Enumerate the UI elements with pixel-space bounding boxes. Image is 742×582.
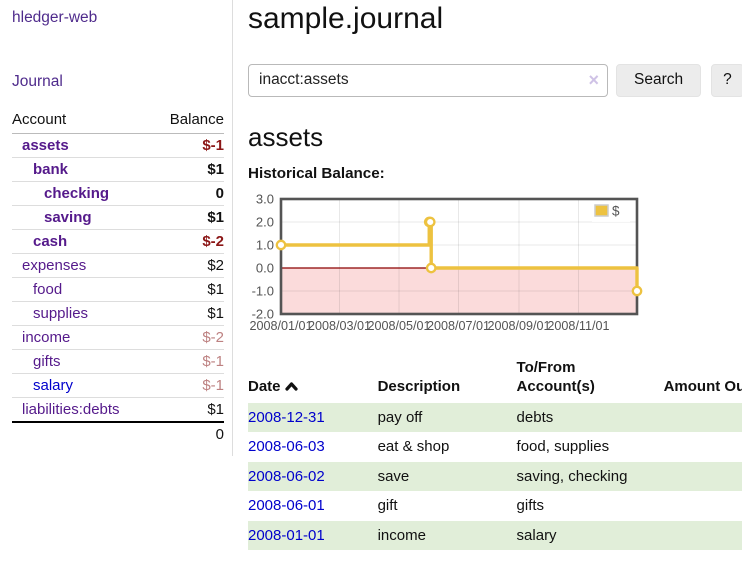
svg-text:2008/03/01: 2008/03/01 <box>308 319 371 333</box>
account-balance: $-1 <box>202 137 224 154</box>
app-layout: hledger-web Journal Account Balance asse… <box>0 0 742 570</box>
account-heading: assets <box>248 121 324 152</box>
account-row: supplies $1 <box>12 301 224 326</box>
account-balance: $1 <box>207 401 224 418</box>
transaction-date-link[interactable]: 2008-12-31 <box>248 408 325 426</box>
transaction-row: 2008-06-02 save saving, checking 0 $2 <box>248 461 742 491</box>
transaction-description: gift <box>377 497 398 514</box>
account-link[interactable]: food <box>33 281 63 298</box>
account-link[interactable]: supplies <box>33 305 89 322</box>
brand-link[interactable]: hledger-web <box>12 9 98 26</box>
transaction-date-link[interactable]: 2008-01-01 <box>248 526 325 544</box>
transaction-date-link[interactable]: 2008-06-03 <box>248 438 325 455</box>
svg-text:-1.0: -1.0 <box>252 283 274 298</box>
account-link[interactable]: bank <box>33 161 69 178</box>
transaction-row: 2008-06-03 eat & shop food, supplies $-2… <box>248 432 742 462</box>
svg-text:2008/05/01: 2008/05/01 <box>368 319 431 333</box>
transaction-accounts: saving, checking <box>516 467 628 485</box>
transaction-accounts: salary <box>516 526 557 544</box>
account-link[interactable]: saving <box>44 209 92 226</box>
help-button[interactable]: ? <box>711 63 742 97</box>
svg-text:3.0: 3.0 <box>256 191 274 206</box>
transaction-accounts: gifts <box>516 497 545 514</box>
svg-text:2008/01/01: 2008/01/01 <box>249 319 312 333</box>
account-balance: $-1 <box>202 353 224 370</box>
account-row: gifts $-1 <box>12 349 224 374</box>
account-balance: $-2 <box>202 329 224 346</box>
account-row: salary $-1 <box>12 373 224 398</box>
account-balance: $-2 <box>202 233 224 250</box>
transaction-row: 2008-01-01 income salary $1 $1 <box>248 520 742 550</box>
sidebar: hledger-web Journal Account Balance asse… <box>0 0 233 456</box>
account-link[interactable]: salary <box>33 377 74 394</box>
sort-ascending-icon <box>284 382 298 391</box>
svg-text:$: $ <box>612 203 620 218</box>
date-column-header[interactable]: Date <box>248 356 378 403</box>
main-content: sample.journal × Search ? assets Histori… <box>233 0 742 570</box>
account-balance: $1 <box>207 209 224 226</box>
chart-title: Historical Balance: <box>248 164 385 182</box>
amount-column-header: Amount Out/In <box>663 378 742 395</box>
search-form: × Search ? <box>248 63 742 97</box>
transaction-description: pay off <box>377 408 423 426</box>
transaction-row: 2008-12-31 pay off debts $-1 $-1 <box>248 402 742 432</box>
search-button[interactable]: Search <box>616 63 702 97</box>
transaction-row: 2008-06-01 gift gifts $1 $2 <box>248 491 742 521</box>
transaction-description: save <box>377 467 410 485</box>
sidebar-item-journal[interactable]: Journal <box>12 73 63 90</box>
transaction-description: income <box>377 526 426 544</box>
transaction-accounts: debts <box>516 408 554 426</box>
account-link[interactable]: checking <box>44 185 110 202</box>
account-row: saving $1 <box>12 205 224 230</box>
account-link[interactable]: assets <box>22 137 69 154</box>
account-row: income $-2 <box>12 325 224 350</box>
account-balance: 0 <box>215 185 224 202</box>
register-table: Date Description To/From Account(s) Amou… <box>248 356 742 550</box>
account-balance: $2 <box>207 257 224 274</box>
svg-text:1.0: 1.0 <box>256 237 274 252</box>
accounts-column-header: Account <box>12 108 153 134</box>
description-column-header: Description <box>377 378 461 395</box>
search-input[interactable] <box>248 63 608 97</box>
clear-search-icon[interactable]: × <box>588 69 599 90</box>
transaction-accounts: food, supplies <box>516 438 610 455</box>
svg-text:-2.0: -2.0 <box>252 306 274 321</box>
account-row: liabilities:debts $1 <box>12 397 224 423</box>
account-row: checking 0 <box>12 181 224 206</box>
balance-column-header: Balance <box>152 108 224 134</box>
account-row: expenses $2 <box>12 253 224 278</box>
accounts-column-header-register: To/From Account(s) <box>516 358 595 396</box>
account-link[interactable]: income <box>22 329 71 346</box>
account-row: cash $-2 <box>12 229 224 254</box>
account-balance: $-1 <box>202 377 224 394</box>
account-link[interactable]: liabilities:debts <box>22 401 120 418</box>
svg-text:2008/07/01: 2008/07/01 <box>427 319 490 333</box>
account-row: bank $1 <box>12 157 224 182</box>
transaction-date-link[interactable]: 2008-06-01 <box>248 497 325 514</box>
transaction-date-link[interactable]: 2008-06-02 <box>248 467 325 485</box>
account-link[interactable]: expenses <box>22 257 87 274</box>
svg-text:2.0: 2.0 <box>256 214 274 229</box>
accounts-table: Account Balance assets $-1 bank $1 check… <box>12 108 224 446</box>
account-balance: $1 <box>207 281 224 298</box>
page-title: sample.journal <box>248 2 444 35</box>
svg-text:0.0: 0.0 <box>256 260 274 275</box>
transaction-description: eat & shop <box>377 438 450 455</box>
balance-chart: 3.0 2.0 1.0 0.0 -1.0 -2.0 2008/01/01 2008/03/01… <box>248 191 742 336</box>
account-row: assets $-1 <box>12 133 224 158</box>
svg-text:2008/11/01: 2008/11/01 <box>547 319 609 333</box>
account-link[interactable]: gifts <box>33 353 61 370</box>
account-balance: $1 <box>207 305 224 322</box>
accounts-total: 0 <box>152 421 224 446</box>
account-link[interactable]: cash <box>33 233 68 250</box>
account-row: food $1 <box>12 277 224 302</box>
svg-text:2008/09/01: 2008/09/01 <box>487 319 550 333</box>
account-balance: $1 <box>207 161 224 178</box>
